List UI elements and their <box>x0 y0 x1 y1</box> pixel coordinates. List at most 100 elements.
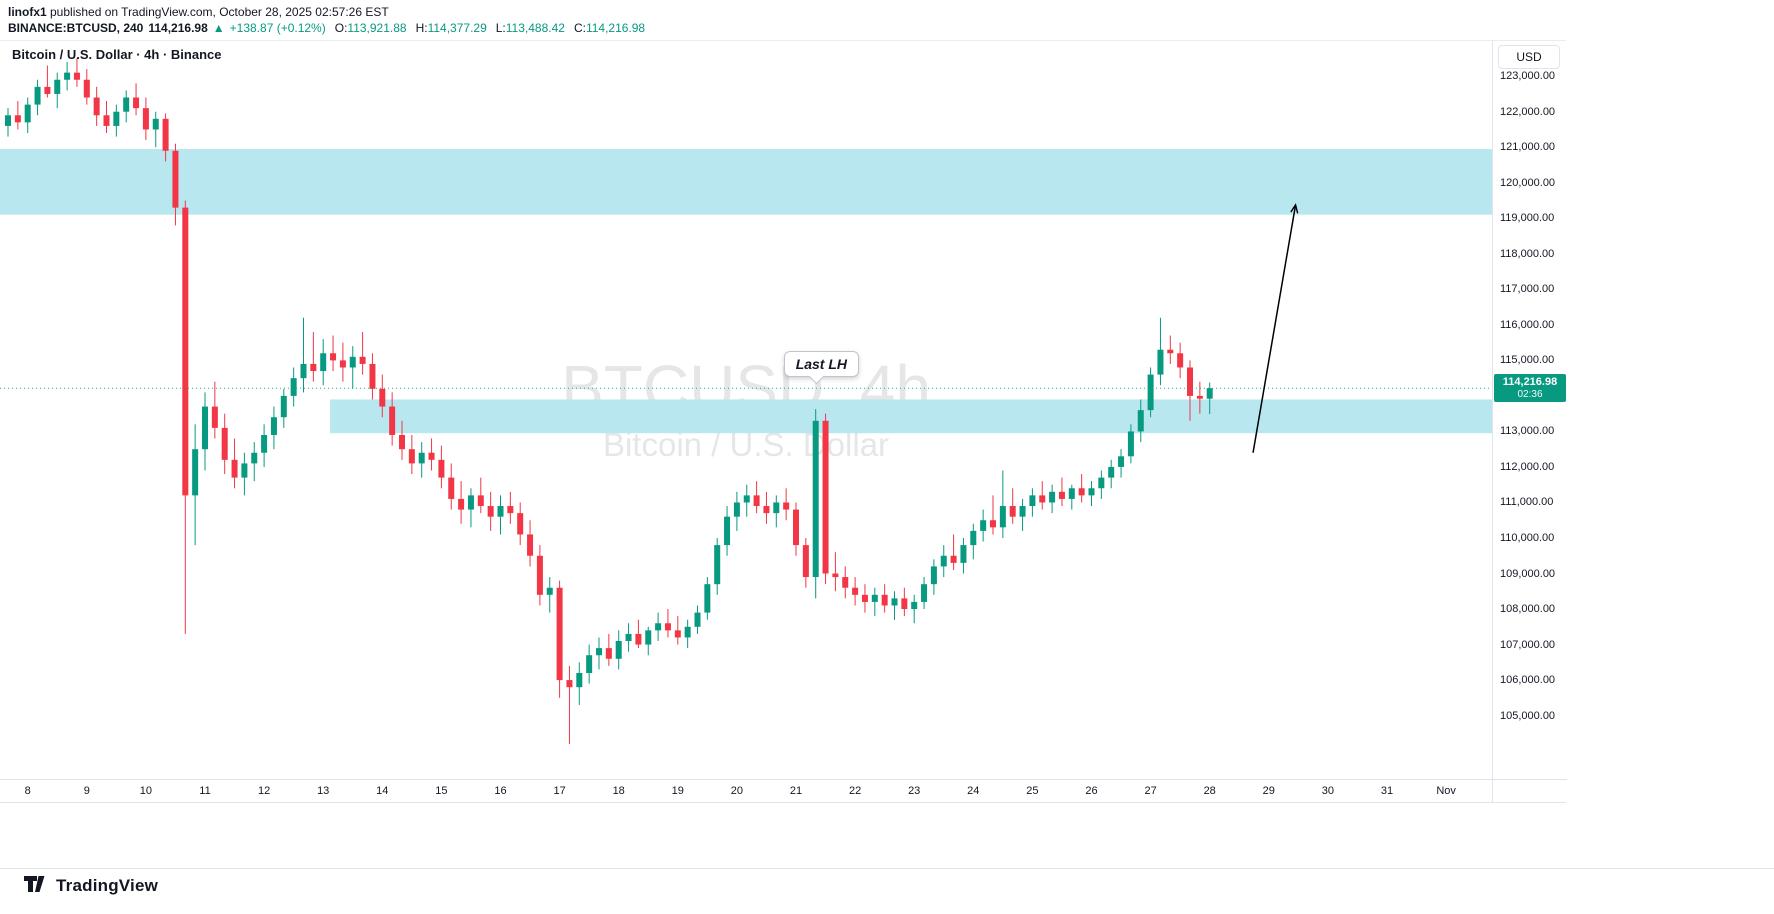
candle <box>852 577 859 606</box>
candle <box>842 566 849 599</box>
currency-toggle-button[interactable]: USD <box>1498 45 1560 69</box>
candle <box>684 619 691 649</box>
candle <box>339 342 346 382</box>
tv-logo-icon <box>24 876 45 892</box>
candle <box>14 101 21 130</box>
tradingview-logo[interactable]: TradingView <box>24 876 158 896</box>
last-price-value: 114,216.98 <box>1502 376 1558 389</box>
candle <box>507 491 514 524</box>
candle <box>950 534 957 570</box>
last-lh-callout[interactable]: Last LH <box>783 351 860 385</box>
bar-countdown: 02:36 <box>1517 389 1543 401</box>
candle <box>1167 335 1174 364</box>
price-axis-label: 118,000.00 <box>1500 247 1555 260</box>
time-axis-label: 13 <box>317 785 330 797</box>
candlestick-chart[interactable] <box>0 41 1492 779</box>
candle <box>1147 367 1154 418</box>
ohlc-open: O:113,921.88 <box>334 21 407 35</box>
time-axis-label: Nov <box>1436 785 1456 797</box>
price-axis-label: 105,000.00 <box>1500 709 1556 722</box>
candle <box>123 90 130 123</box>
candle <box>54 72 61 109</box>
price-axis-label: 121,000.00 <box>1500 141 1556 154</box>
candle <box>990 495 996 535</box>
candle <box>349 346 356 389</box>
candle <box>133 83 140 116</box>
candle <box>221 413 228 475</box>
trend-arrow[interactable] <box>1252 206 1295 453</box>
demand-zone[interactable] <box>330 399 1492 434</box>
candle <box>763 491 770 524</box>
candle <box>546 577 553 613</box>
callout-text: Last LH <box>795 356 848 373</box>
candle <box>487 491 494 531</box>
candle <box>970 523 977 560</box>
candle <box>182 200 189 634</box>
candle <box>635 619 642 649</box>
candle <box>615 630 622 670</box>
supply-zone[interactable] <box>0 149 1492 215</box>
candle <box>330 335 337 372</box>
candle <box>44 65 51 98</box>
time-axis-label: 21 <box>789 785 803 797</box>
candle <box>1009 488 1016 524</box>
chart-widget: BTCUSD, 4h Bitcoin / U.S. Dollar Bitcoin… <box>0 40 1567 803</box>
candle <box>733 491 740 531</box>
candle <box>418 442 425 478</box>
time-axis-label: 29 <box>1262 785 1275 797</box>
time-axis-label: 9 <box>83 785 90 797</box>
price-axis-label: 110,000.00 <box>1500 531 1555 544</box>
candle <box>261 424 268 467</box>
candle <box>1088 481 1095 507</box>
candle <box>428 438 435 471</box>
chart-legend-title[interactable]: Bitcoin / U.S. Dollar · 4h · Binance <box>12 47 222 62</box>
candle <box>202 392 208 471</box>
last-price: 114,216.98 <box>148 21 208 35</box>
candle <box>211 381 218 439</box>
candle <box>645 626 652 656</box>
candle <box>536 545 543 606</box>
price-axis-label: 107,000.00 <box>1500 638 1556 651</box>
candle <box>280 388 287 428</box>
price-axis[interactable]: USD 114,216.98 02:36 123,000.00 122,000.0… <box>1492 41 1567 779</box>
chart-pane[interactable]: BTCUSD, 4h Bitcoin / U.S. Dollar Bitcoin… <box>0 41 1492 779</box>
time-axis-label: 12 <box>257 785 271 797</box>
candle <box>162 113 169 162</box>
candle <box>704 577 711 620</box>
price-axis-label: 117,000.00 <box>1500 283 1555 296</box>
symbol-name: BINANCE:BTCUSD, 240 <box>8 21 144 35</box>
candle <box>861 584 868 613</box>
candle <box>714 537 721 595</box>
price-axis-label: 116,000.00 <box>1500 318 1555 331</box>
candle <box>1177 342 1184 379</box>
candle <box>911 594 918 624</box>
candle <box>1068 484 1075 510</box>
time-axis[interactable]: 8 9 10 11 12 13 14 15 16 17 18 19 20 21 22 23 24 25 26 27 28… <box>0 779 1492 803</box>
ohlc-low: L:113,488.42 <box>495 21 565 35</box>
candle <box>999 470 1006 538</box>
time-axis-label: 28 <box>1203 785 1216 797</box>
candle <box>83 69 90 105</box>
candle <box>1137 399 1144 443</box>
candle <box>290 367 297 407</box>
candle <box>664 609 671 638</box>
candle <box>399 420 405 460</box>
candle <box>576 662 583 705</box>
candle <box>1187 360 1193 421</box>
candle <box>103 101 110 134</box>
candle <box>655 612 662 642</box>
candle <box>458 481 465 524</box>
price-axis-label: 111,000.00 <box>1500 496 1554 509</box>
candle <box>448 463 455 510</box>
candle <box>152 111 159 148</box>
time-axis-label: 15 <box>435 785 448 797</box>
candle <box>241 452 248 496</box>
price-axis-label: 112,000.00 <box>1500 460 1555 473</box>
candle <box>389 392 396 446</box>
candle <box>753 481 760 514</box>
author-name: linofx1 <box>8 5 47 19</box>
candle <box>556 580 563 698</box>
candle <box>940 545 947 578</box>
candle <box>743 484 750 517</box>
time-axis-label: 22 <box>848 785 862 797</box>
